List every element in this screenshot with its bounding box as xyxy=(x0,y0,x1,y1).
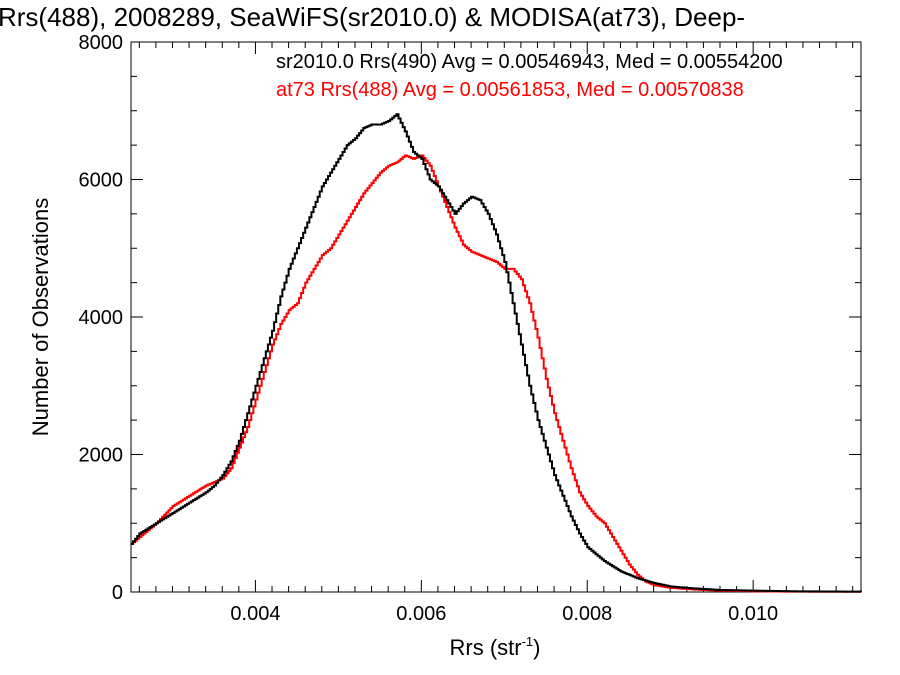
x-tick-label: 0.010 xyxy=(728,603,778,625)
x-axis-label-close: ) xyxy=(533,635,540,660)
plot-frame xyxy=(130,41,862,593)
legend-entry-black: sr2010.0 Rrs(490) Avg = 0.00546943, Med … xyxy=(276,51,783,73)
y-tick-label: 2000 xyxy=(79,445,124,467)
x-tick-label: 0.006 xyxy=(396,603,446,625)
tick-labels: 0.004 0.006 0.008 0.010 0 2000 4000 6000 8000 xyxy=(79,32,779,625)
chart-title: Rrs(488), 2008289, SeaWiFS(sr2010.0) & M… xyxy=(0,2,745,32)
y-tick-label: 4000 xyxy=(79,307,124,329)
series-line-black xyxy=(131,113,862,593)
y-tick-label: 6000 xyxy=(79,170,124,192)
x-axis-label: Rrs (str-1) xyxy=(450,634,541,660)
y-tick-label: 8000 xyxy=(79,32,124,54)
x-tick-label: 0.004 xyxy=(230,603,280,625)
legend-entry-red: at73 Rrs(488) Avg = 0.00561853, Med = 0.… xyxy=(276,79,744,101)
y-tick-label: 0 xyxy=(112,582,123,604)
y-axis-label: Number of Observations xyxy=(28,198,53,436)
x-axis-label-superscript: -1 xyxy=(522,634,534,649)
x-tick-label: 0.008 xyxy=(562,603,612,625)
series-line-red xyxy=(131,154,861,593)
series-layer xyxy=(131,113,862,593)
x-axis-label-text: Rrs (str xyxy=(450,635,522,660)
axis-ticks xyxy=(131,41,861,593)
